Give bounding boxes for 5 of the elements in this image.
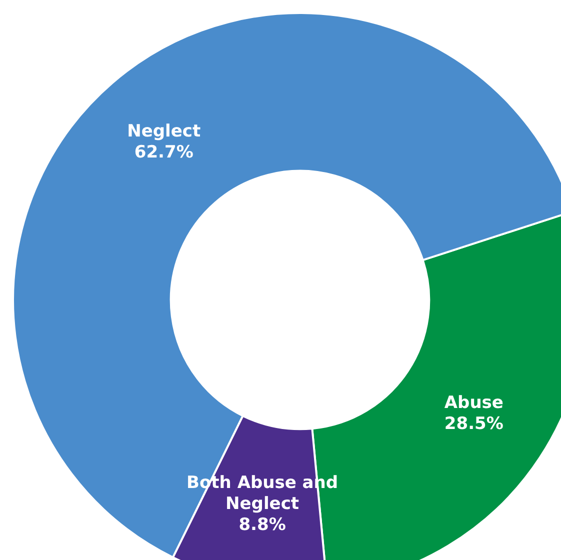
data-label: 8.8% bbox=[238, 515, 286, 536]
slice-label: Abuse bbox=[444, 393, 504, 414]
data-label: 62.7% bbox=[134, 142, 194, 163]
data-label: 28.5% bbox=[444, 414, 504, 434]
slice-label: Neglect bbox=[127, 122, 201, 142]
